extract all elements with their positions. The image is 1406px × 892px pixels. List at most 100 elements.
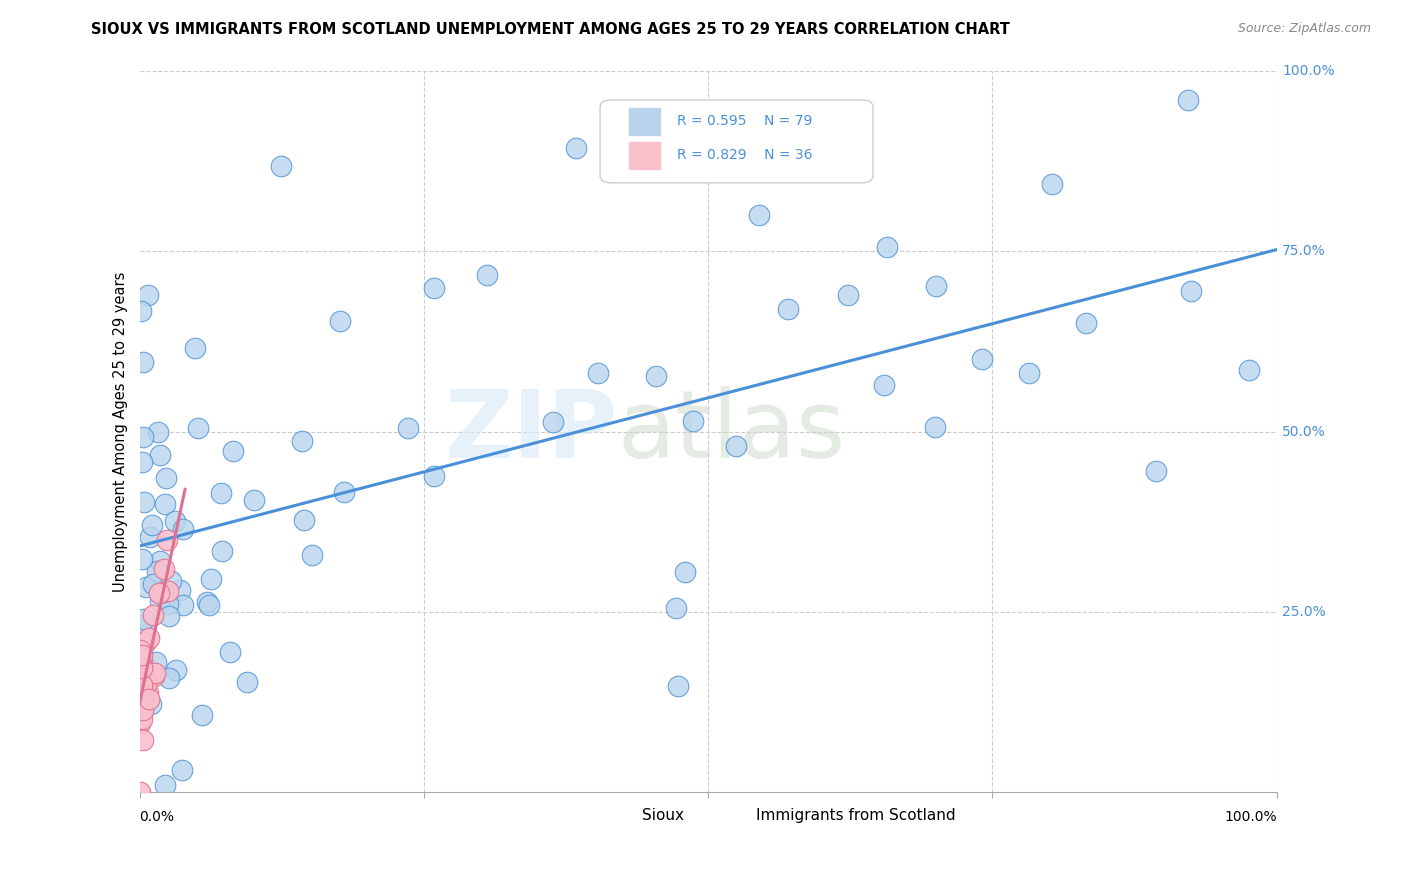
- Point: [242, 493, 264, 508]
- Point: [972, 352, 994, 367]
- Point: [134, 670, 156, 684]
- Point: [187, 421, 209, 435]
- Point: [139, 698, 162, 712]
- Point: [131, 678, 153, 692]
- Point: [301, 548, 323, 562]
- Point: [211, 544, 233, 558]
- Text: Immigrants from Scotland: Immigrants from Scotland: [756, 807, 956, 822]
- Y-axis label: Unemployment Among Ages 25 to 29 years: Unemployment Among Ages 25 to 29 years: [114, 271, 128, 592]
- Point: [666, 679, 689, 693]
- Point: [236, 675, 259, 690]
- Text: 50.0%: 50.0%: [1282, 425, 1326, 439]
- Bar: [606, 810, 636, 832]
- Point: [132, 703, 155, 717]
- Point: [157, 609, 180, 624]
- Point: [837, 288, 859, 302]
- Point: [131, 661, 153, 675]
- Point: [153, 497, 176, 511]
- Point: [423, 281, 446, 295]
- Point: [142, 607, 165, 622]
- Point: [873, 377, 896, 392]
- Point: [1018, 366, 1040, 380]
- Point: [131, 455, 153, 469]
- Point: [131, 683, 153, 698]
- Point: [157, 672, 180, 686]
- Point: [128, 716, 150, 731]
- Point: [131, 648, 153, 662]
- Point: [129, 686, 152, 700]
- Point: [329, 314, 352, 328]
- Point: [131, 552, 153, 566]
- Point: [156, 597, 179, 611]
- Point: [294, 513, 316, 527]
- Point: [665, 600, 688, 615]
- Point: [129, 785, 152, 799]
- Point: [146, 564, 169, 578]
- Point: [129, 655, 152, 669]
- Point: [165, 663, 187, 677]
- Point: [131, 678, 153, 692]
- Text: Source: ZipAtlas.com: Source: ZipAtlas.com: [1237, 22, 1371, 36]
- Text: 75.0%: 75.0%: [1282, 244, 1326, 259]
- Point: [172, 763, 194, 777]
- Point: [423, 468, 446, 483]
- Point: [148, 586, 170, 600]
- Point: [172, 523, 194, 537]
- Point: [1239, 363, 1261, 377]
- Bar: [628, 108, 661, 135]
- Point: [134, 612, 156, 626]
- Point: [157, 583, 180, 598]
- Point: [209, 486, 232, 500]
- Text: 100.0%: 100.0%: [1282, 64, 1336, 78]
- Point: [1180, 284, 1202, 298]
- Point: [155, 471, 177, 485]
- Point: [132, 685, 155, 699]
- Point: [136, 288, 159, 302]
- Point: [142, 577, 165, 591]
- Point: [673, 565, 696, 579]
- Point: [396, 421, 419, 435]
- Point: [138, 632, 160, 646]
- Point: [475, 268, 498, 282]
- Point: [139, 530, 162, 544]
- Text: ZIP: ZIP: [444, 385, 617, 478]
- Point: [136, 685, 159, 699]
- Point: [132, 668, 155, 682]
- Point: [1040, 177, 1063, 191]
- Point: [291, 434, 314, 449]
- Point: [132, 635, 155, 649]
- Point: [141, 518, 163, 533]
- Point: [129, 643, 152, 657]
- Point: [132, 355, 155, 369]
- Point: [138, 692, 160, 706]
- Point: [152, 585, 174, 599]
- Point: [198, 598, 221, 612]
- Point: [184, 342, 207, 356]
- Point: [333, 484, 356, 499]
- Point: [134, 636, 156, 650]
- Point: [748, 208, 770, 222]
- Point: [132, 430, 155, 444]
- Point: [169, 582, 191, 597]
- Text: SIOUX VS IMMIGRANTS FROM SCOTLAND UNEMPLOYMENT AMONG AGES 25 TO 29 YEARS CORRELA: SIOUX VS IMMIGRANTS FROM SCOTLAND UNEMPL…: [91, 22, 1011, 37]
- Point: [1144, 464, 1167, 478]
- Point: [142, 669, 165, 683]
- Point: [172, 599, 194, 613]
- Point: [143, 666, 166, 681]
- Point: [165, 514, 187, 528]
- Text: R = 0.829    N = 36: R = 0.829 N = 36: [678, 148, 813, 162]
- Text: 100.0%: 100.0%: [1225, 810, 1277, 824]
- Point: [776, 301, 799, 316]
- Point: [159, 574, 181, 588]
- Bar: [628, 142, 661, 169]
- Text: 0.0%: 0.0%: [139, 810, 174, 824]
- Point: [586, 367, 609, 381]
- Point: [924, 419, 946, 434]
- Point: [131, 654, 153, 668]
- Point: [541, 415, 564, 429]
- Point: [135, 676, 157, 690]
- Point: [145, 655, 167, 669]
- Point: [129, 699, 152, 714]
- Point: [134, 669, 156, 683]
- Point: [156, 533, 179, 547]
